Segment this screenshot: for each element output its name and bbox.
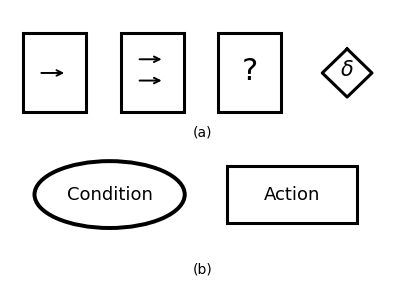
Text: ?: ? xyxy=(241,57,257,86)
Bar xyxy=(227,166,356,223)
Bar xyxy=(121,33,183,112)
Text: Action: Action xyxy=(264,185,320,204)
Text: Condition: Condition xyxy=(66,185,152,204)
Text: (a): (a) xyxy=(193,125,212,139)
Bar xyxy=(218,33,281,112)
Ellipse shape xyxy=(34,161,184,228)
Text: $\delta$: $\delta$ xyxy=(339,60,353,80)
Bar xyxy=(23,33,86,112)
Text: (b): (b) xyxy=(193,262,212,276)
